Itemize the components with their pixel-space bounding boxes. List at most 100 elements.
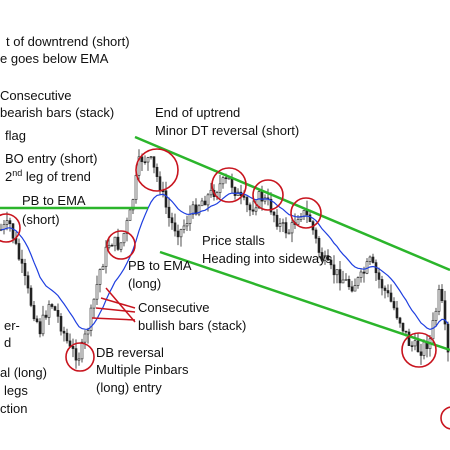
candle-body [437,288,441,312]
candle-body [260,191,264,202]
candle-body [107,244,111,248]
annotation: End of uptrend [155,105,240,120]
candle-body [44,314,48,318]
candle-body [284,222,288,234]
candle-body [380,279,384,289]
candle-body [353,285,357,292]
candle-body [269,198,273,213]
annotation: legs [4,383,28,398]
candle-body [137,156,141,176]
circle [440,406,450,430]
candle-body [32,305,36,320]
candle-body [191,204,195,215]
circle [211,167,247,203]
candle-body [158,176,162,191]
candle-body [203,200,207,206]
candle-body [329,259,333,266]
candle-body [71,346,75,349]
candle-body [407,331,411,346]
candle-body [404,330,408,333]
candle-body [392,301,396,309]
candle-body [140,156,144,163]
candle-body [20,258,24,264]
candle-body [116,236,120,250]
annotation: Minor DT reversal (short) [155,123,299,138]
candle-body [173,222,177,232]
candle-body [326,255,330,261]
candle-body [164,190,168,208]
candle-body [17,243,21,260]
arrow [105,287,136,323]
candle-body [26,275,30,289]
candle-body [146,157,150,163]
candle-body [320,252,324,261]
candle-body [185,223,189,227]
candle-body [149,156,153,158]
candle-body [446,323,450,353]
candle-body [179,229,183,238]
candle-body [77,358,81,361]
circle [106,230,136,260]
candle-body [314,229,318,239]
candle-body [242,195,246,198]
circle [290,197,322,229]
annotation: Price stalls [202,233,265,248]
candle-body [290,222,294,234]
candle-body [368,256,372,262]
annotation-part: 2 [5,169,12,184]
candle-body [383,287,387,291]
annotations: t of downtrend (short) e goes below EMA … [0,34,333,416]
circle [65,342,95,372]
candle-body [11,223,15,239]
candle-body [95,284,99,300]
candle-body [62,330,66,334]
candle-body [341,279,345,284]
candle-body [209,189,213,196]
annotation: ction [0,401,27,416]
candle-body [8,220,12,225]
candle-body [227,177,231,180]
candle-body [440,288,444,301]
annotation: (short) [22,212,60,227]
candle-body [194,204,198,215]
annotation: er- [4,318,20,333]
candle-body [413,340,417,347]
candle-body [188,213,192,224]
candle-body [53,306,57,311]
candle-body [119,242,123,250]
candle-body [125,220,129,234]
candle-body [431,320,435,340]
candle-body [332,264,336,276]
candle-body [356,277,360,286]
candle-body [152,156,156,168]
candles [0,149,450,369]
candle-body [134,175,138,200]
candle-body [251,209,255,212]
candle-body [386,290,390,294]
annotation: Consecutive [0,88,72,103]
circle [401,332,437,368]
candle-body [122,233,126,244]
candle-body [377,272,381,280]
candle-body [245,197,249,206]
candle-body [359,271,363,278]
trend-lines [0,135,450,352]
annotation: PB to EMA [22,193,86,208]
arrows [91,287,136,323]
annotation-part: nd [12,168,22,178]
candle-body [317,238,321,253]
annotation: al (long) [0,365,47,380]
arrow [91,317,136,321]
annotation: DB reversal [96,345,164,360]
candle-body [131,199,135,211]
candle-body [218,183,222,193]
annotation-part: leg of trend [22,169,91,184]
candle-body [362,271,366,274]
candle-body [281,222,285,224]
lower-channel [159,250,450,352]
candle-body [206,194,210,206]
annotation: (long) [128,276,161,291]
candle-body [86,330,90,335]
candle-body [323,255,327,261]
